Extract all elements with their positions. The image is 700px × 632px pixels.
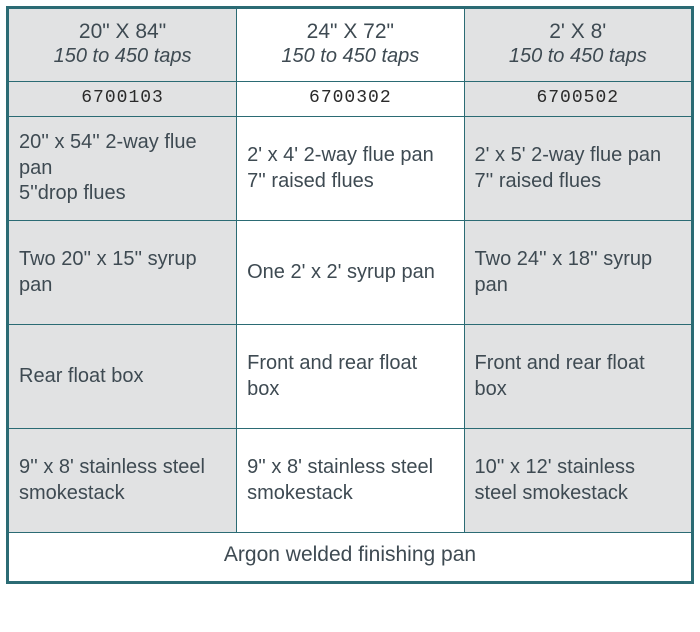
row-3: 9'' x 8' stainless steel smokestack 9'' … [9,429,692,533]
row-2: Rear float box Front and rear float box … [9,325,692,429]
footer-row: Argon welded finishing pan [9,533,692,582]
cell-3-0: 9'' x 8' stainless steel smokestack [9,429,237,533]
row-0: 20'' x 54'' 2-way flue pan5''drop flues … [9,117,692,221]
cell-1-1: One 2' x 2' syrup pan [237,221,464,325]
header-size-0: 20" X 84" [15,19,230,44]
header-taps-2: 150 to 450 taps [471,44,685,69]
cell-2-0: Rear float box [9,325,237,429]
cell-0-1: 2' x 4' 2-way flue pan7'' raised flues [237,117,464,221]
cell-3-2: 10'' x 12' stainless steel smokestack [464,429,691,533]
header-taps-1: 150 to 450 taps [243,44,457,69]
cell-2-1: Front and rear float box [237,325,464,429]
spec-table: 20" X 84" 150 to 450 taps 24" X 72" 150 … [8,8,692,582]
cell-0-0: 20'' x 54'' 2-way flue pan5''drop flues [9,117,237,221]
sku-2: 6700502 [464,82,691,117]
footer-cell: Argon welded finishing pan [9,533,692,582]
header-cell-0: 20" X 84" 150 to 450 taps [9,9,237,82]
spec-table-container: 20" X 84" 150 to 450 taps 24" X 72" 150 … [6,6,694,584]
header-row: 20" X 84" 150 to 450 taps 24" X 72" 150 … [9,9,692,82]
cell-1-2: Two 24'' x 18'' syrup pan [464,221,691,325]
cell-1-0: Two 20'' x 15'' syrup pan [9,221,237,325]
sku-0: 6700103 [9,82,237,117]
header-taps-0: 150 to 450 taps [15,44,230,69]
header-size-1: 24" X 72" [243,19,457,44]
sku-1: 6700302 [237,82,464,117]
row-1: Two 20'' x 15'' syrup pan One 2' x 2' sy… [9,221,692,325]
header-cell-2: 2' X 8' 150 to 450 taps [464,9,691,82]
cell-3-1: 9'' x 8' stainless steel smokestack [237,429,464,533]
cell-0-2: 2' x 5' 2-way flue pan7'' raised flues [464,117,691,221]
header-size-2: 2' X 8' [471,19,685,44]
header-cell-1: 24" X 72" 150 to 450 taps [237,9,464,82]
sku-row: 6700103 6700302 6700502 [9,82,692,117]
cell-2-2: Front and rear float box [464,325,691,429]
